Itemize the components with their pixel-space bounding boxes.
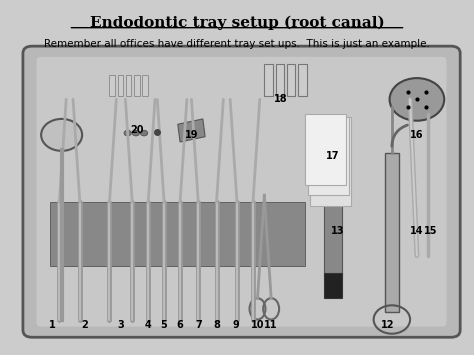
- Text: 3: 3: [118, 320, 124, 330]
- Bar: [118, 75, 123, 96]
- Text: 7: 7: [195, 320, 201, 330]
- FancyBboxPatch shape: [36, 57, 447, 327]
- Text: 12: 12: [381, 320, 394, 330]
- Text: 6: 6: [177, 320, 183, 330]
- Bar: [308, 117, 348, 195]
- Bar: [385, 153, 399, 312]
- Text: 5: 5: [161, 320, 167, 330]
- FancyBboxPatch shape: [23, 46, 460, 337]
- Text: 8: 8: [213, 320, 220, 330]
- Text: 14: 14: [410, 226, 424, 236]
- Bar: [305, 114, 346, 185]
- Text: 1: 1: [49, 320, 56, 330]
- Bar: [324, 199, 342, 277]
- Bar: [264, 64, 273, 96]
- Text: 11: 11: [264, 320, 278, 330]
- Bar: [310, 117, 351, 206]
- Circle shape: [390, 78, 444, 121]
- Bar: [276, 64, 284, 96]
- Text: 19: 19: [185, 130, 198, 140]
- Circle shape: [140, 130, 148, 136]
- Circle shape: [41, 119, 82, 151]
- Text: 10: 10: [251, 320, 264, 330]
- Circle shape: [124, 130, 131, 136]
- Text: 2: 2: [81, 320, 88, 330]
- Bar: [287, 64, 295, 96]
- Text: 18: 18: [273, 94, 287, 104]
- Polygon shape: [178, 119, 205, 142]
- Text: Remember all offices have different tray set ups.  This is just an example.: Remember all offices have different tray…: [44, 39, 430, 49]
- Text: 4: 4: [145, 320, 152, 330]
- Bar: [109, 75, 115, 96]
- Bar: [324, 273, 342, 298]
- Text: Endodontic tray setup (root canal): Endodontic tray setup (root canal): [90, 16, 384, 30]
- Bar: [50, 202, 305, 266]
- Bar: [126, 75, 131, 96]
- Bar: [299, 64, 307, 96]
- Text: 9: 9: [233, 320, 239, 330]
- Bar: [134, 75, 139, 96]
- Circle shape: [132, 130, 139, 136]
- Text: 20: 20: [130, 125, 144, 135]
- Text: 15: 15: [424, 226, 438, 236]
- Text: 16: 16: [410, 130, 424, 140]
- Text: 17: 17: [326, 151, 339, 161]
- Bar: [142, 75, 148, 96]
- Text: 13: 13: [330, 226, 344, 236]
